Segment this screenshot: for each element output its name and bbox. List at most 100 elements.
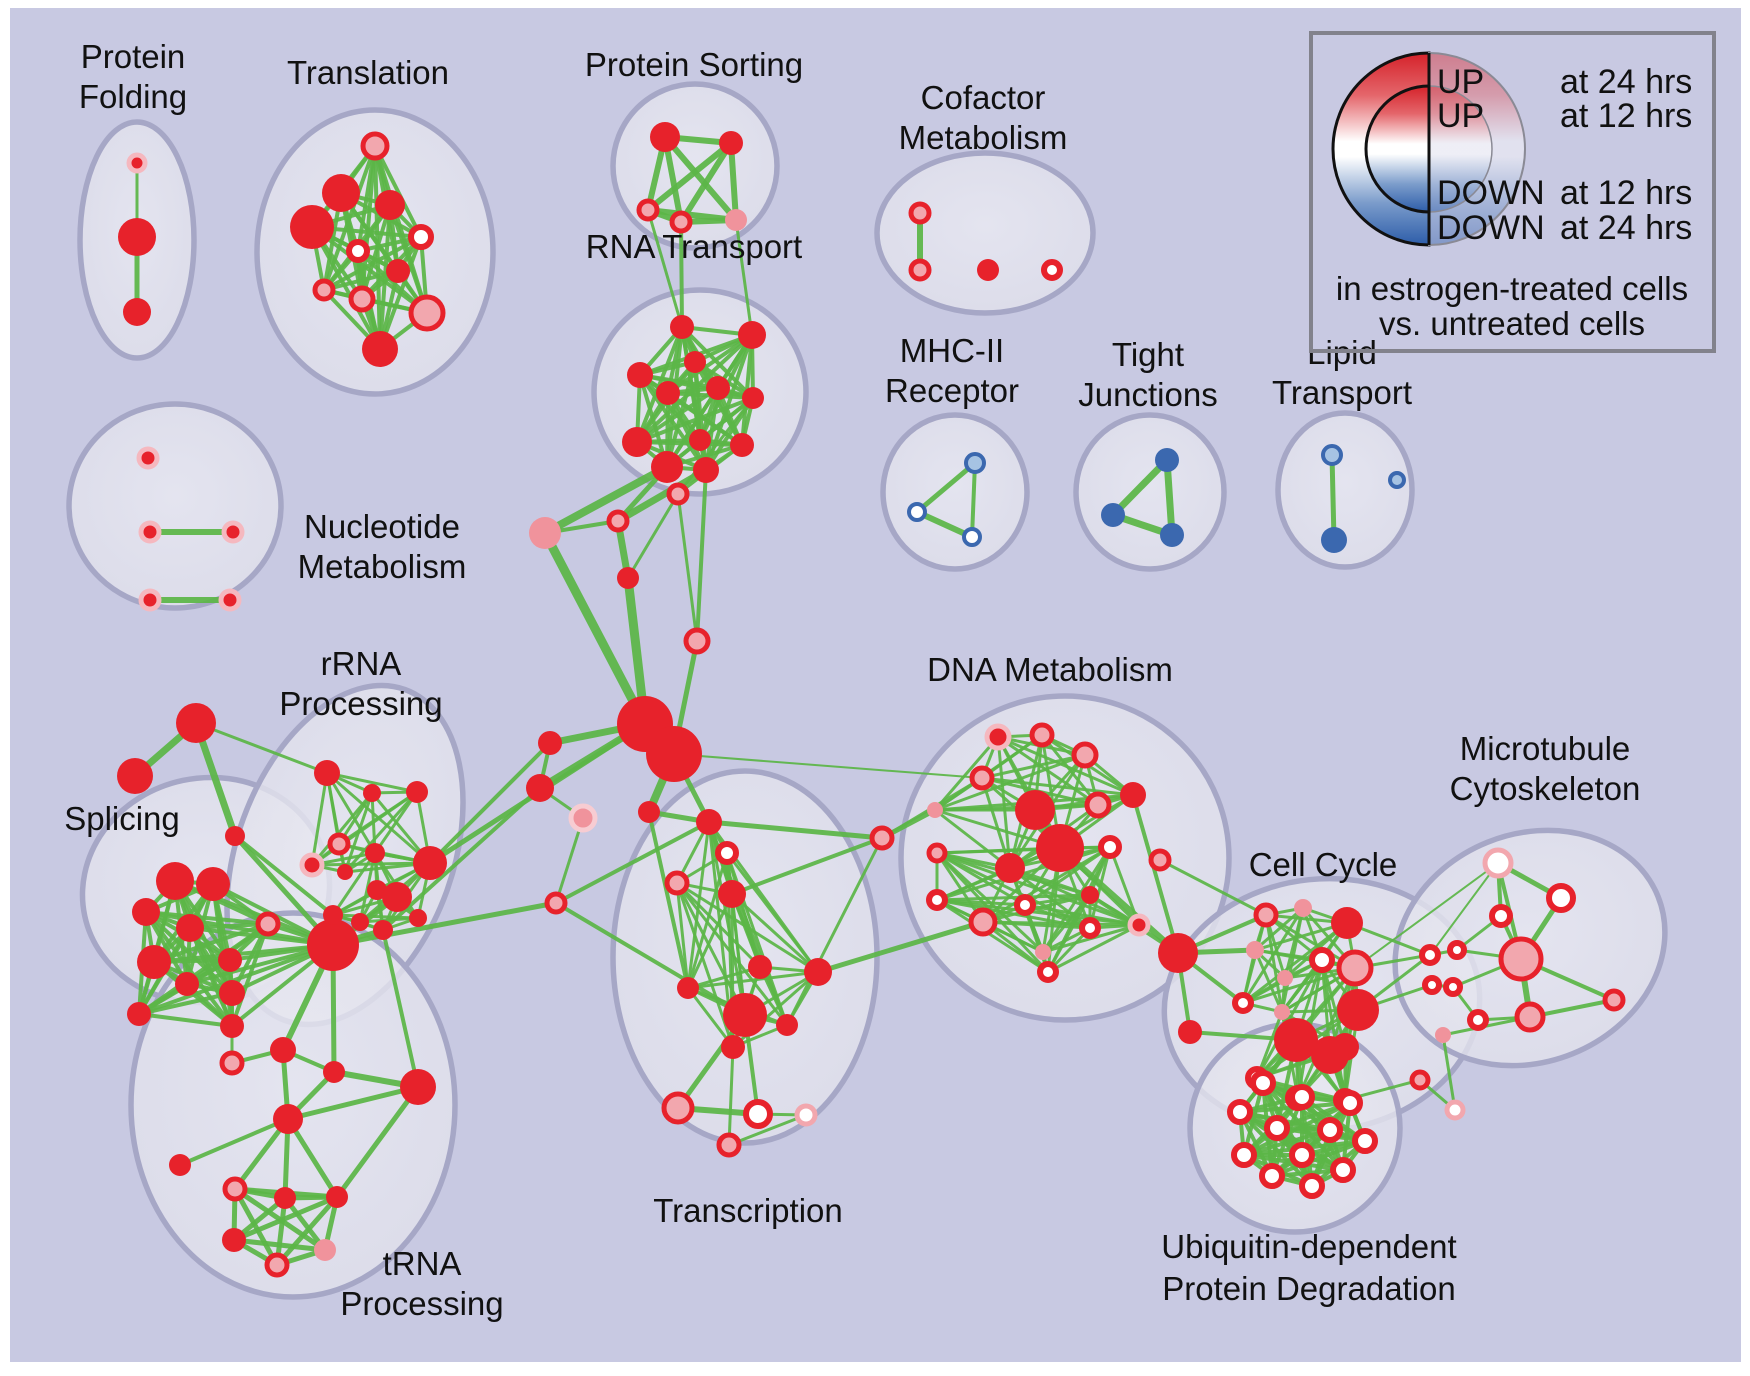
- node-q1: [314, 760, 340, 786]
- edge: [1280, 906, 1305, 1014]
- node-k3: [1331, 907, 1363, 939]
- node-ch4: [400, 1069, 436, 1105]
- cluster-label-mhc-ii-receptor: Receptor: [885, 372, 1019, 409]
- edge: [231, 1194, 340, 1243]
- edge: [727, 1113, 808, 1147]
- node-x1: [176, 703, 216, 743]
- edge: [137, 943, 335, 1016]
- node-tcB: [696, 809, 722, 835]
- edge: [635, 396, 755, 444]
- node-hx3: [326, 1186, 348, 1208]
- node-mt6: [1443, 977, 1463, 997]
- node-n1: [136, 446, 160, 470]
- edge: [725, 851, 820, 974]
- edge: [373, 790, 419, 855]
- node-u8: [1231, 1142, 1257, 1168]
- node-u6: [1317, 1117, 1343, 1143]
- edge: [980, 776, 1012, 870]
- edge: [970, 461, 977, 539]
- node-q2: [363, 784, 381, 802]
- edge: [1158, 858, 1268, 917]
- legend-box: [1309, 31, 1716, 353]
- edge: [1041, 893, 1092, 954]
- node-tr4: [666, 482, 690, 506]
- node-d22: [1037, 961, 1059, 983]
- node-tcA: [638, 801, 660, 823]
- node-tc9: [794, 1103, 818, 1127]
- edge: [1329, 452, 1337, 543]
- legend-time-1: at 12 hrs: [1560, 97, 1692, 135]
- edge: [358, 916, 420, 924]
- edge: [635, 386, 720, 444]
- node-d11: [995, 853, 1025, 883]
- node-hs2: [526, 774, 554, 802]
- edge: [935, 898, 1141, 927]
- legend-inner-left-half: [1364, 84, 1431, 214]
- legend-direction-3: DOWN: [1437, 209, 1545, 247]
- node-t11: [362, 331, 398, 367]
- node-k9: [1274, 1004, 1290, 1020]
- cluster-label-rrna-processing: rRNA: [321, 645, 402, 682]
- node-k4: [1309, 947, 1335, 973]
- node-s6: [175, 972, 199, 996]
- edge: [1241, 906, 1305, 1005]
- edge: [980, 753, 1087, 780]
- node-tcE: [544, 891, 568, 915]
- node-hx2: [274, 1187, 296, 1209]
- cluster-label-cell-cycle: Cell Cycle: [1249, 846, 1398, 883]
- node-k7: [1277, 970, 1293, 986]
- cluster-label-protein-folding: Folding: [79, 78, 187, 115]
- node-dm2: [1178, 1020, 1202, 1044]
- node-mt5: [1447, 940, 1467, 960]
- node-q4: [327, 832, 351, 856]
- edge: [285, 1084, 421, 1122]
- node-m1: [964, 452, 986, 474]
- edge: [1429, 862, 1499, 956]
- legend-direction-2: DOWN: [1437, 174, 1545, 212]
- node-pf3: [123, 298, 151, 326]
- node-tc10: [716, 1132, 742, 1158]
- edge: [676, 492, 699, 643]
- cluster-label-splicing: Splicing: [64, 800, 180, 837]
- node-u4: [1227, 1099, 1253, 1125]
- node-s1: [156, 862, 194, 900]
- node-ch1: [270, 1037, 296, 1063]
- node-u9: [1289, 1142, 1315, 1168]
- edge: [645, 140, 734, 213]
- node-s2: [196, 867, 230, 901]
- edge: [1241, 966, 1357, 1005]
- edge: [914, 509, 975, 540]
- edge: [1270, 1139, 1367, 1178]
- edge: [635, 325, 684, 444]
- node-n5: [218, 588, 242, 612]
- node-d18: [1127, 913, 1151, 937]
- node-d13: [1148, 848, 1172, 872]
- node-d20: [1079, 917, 1101, 939]
- cluster-label-transcription: Transcription: [653, 1192, 843, 1229]
- edge: [554, 816, 585, 905]
- node-t4: [290, 205, 334, 249]
- edge: [1023, 903, 1141, 927]
- node-x3: [225, 826, 245, 846]
- cluster-ellipse-lipid-transport: [1275, 410, 1415, 570]
- cluster-label-cofactor-metabolism: Metabolism: [899, 119, 1068, 156]
- node-c4: [1041, 259, 1063, 281]
- cluster-label-rna-transport: RNA Transport: [586, 228, 802, 265]
- edge: [178, 1117, 290, 1167]
- cluster-label-tight-junctions: Tight: [1112, 336, 1184, 373]
- node-k8: [1232, 992, 1254, 1014]
- node-s3: [132, 898, 160, 926]
- edge: [274, 1194, 340, 1268]
- edge: [933, 735, 1000, 812]
- edge: [935, 893, 1092, 902]
- node-hx5: [314, 1239, 336, 1261]
- node-tr1: [606, 509, 630, 533]
- edge: [785, 836, 884, 1027]
- cluster-ellipse-nucleotide-metabolism: [66, 401, 284, 611]
- edge: [322, 269, 400, 292]
- edge: [373, 144, 423, 239]
- edge: [935, 898, 1027, 907]
- node-s11: [220, 1014, 244, 1038]
- node-hs1: [538, 731, 562, 755]
